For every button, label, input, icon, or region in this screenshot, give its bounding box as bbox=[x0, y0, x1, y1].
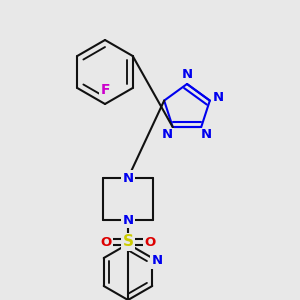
Text: F: F bbox=[100, 83, 110, 97]
Text: N: N bbox=[152, 254, 163, 268]
Text: N: N bbox=[182, 68, 193, 82]
Text: O: O bbox=[100, 236, 112, 248]
Text: S: S bbox=[122, 235, 134, 250]
Text: N: N bbox=[162, 128, 173, 141]
Text: N: N bbox=[201, 128, 212, 141]
Text: O: O bbox=[144, 236, 156, 248]
Text: N: N bbox=[122, 214, 134, 226]
Text: N: N bbox=[122, 172, 134, 184]
Text: N: N bbox=[213, 91, 224, 104]
